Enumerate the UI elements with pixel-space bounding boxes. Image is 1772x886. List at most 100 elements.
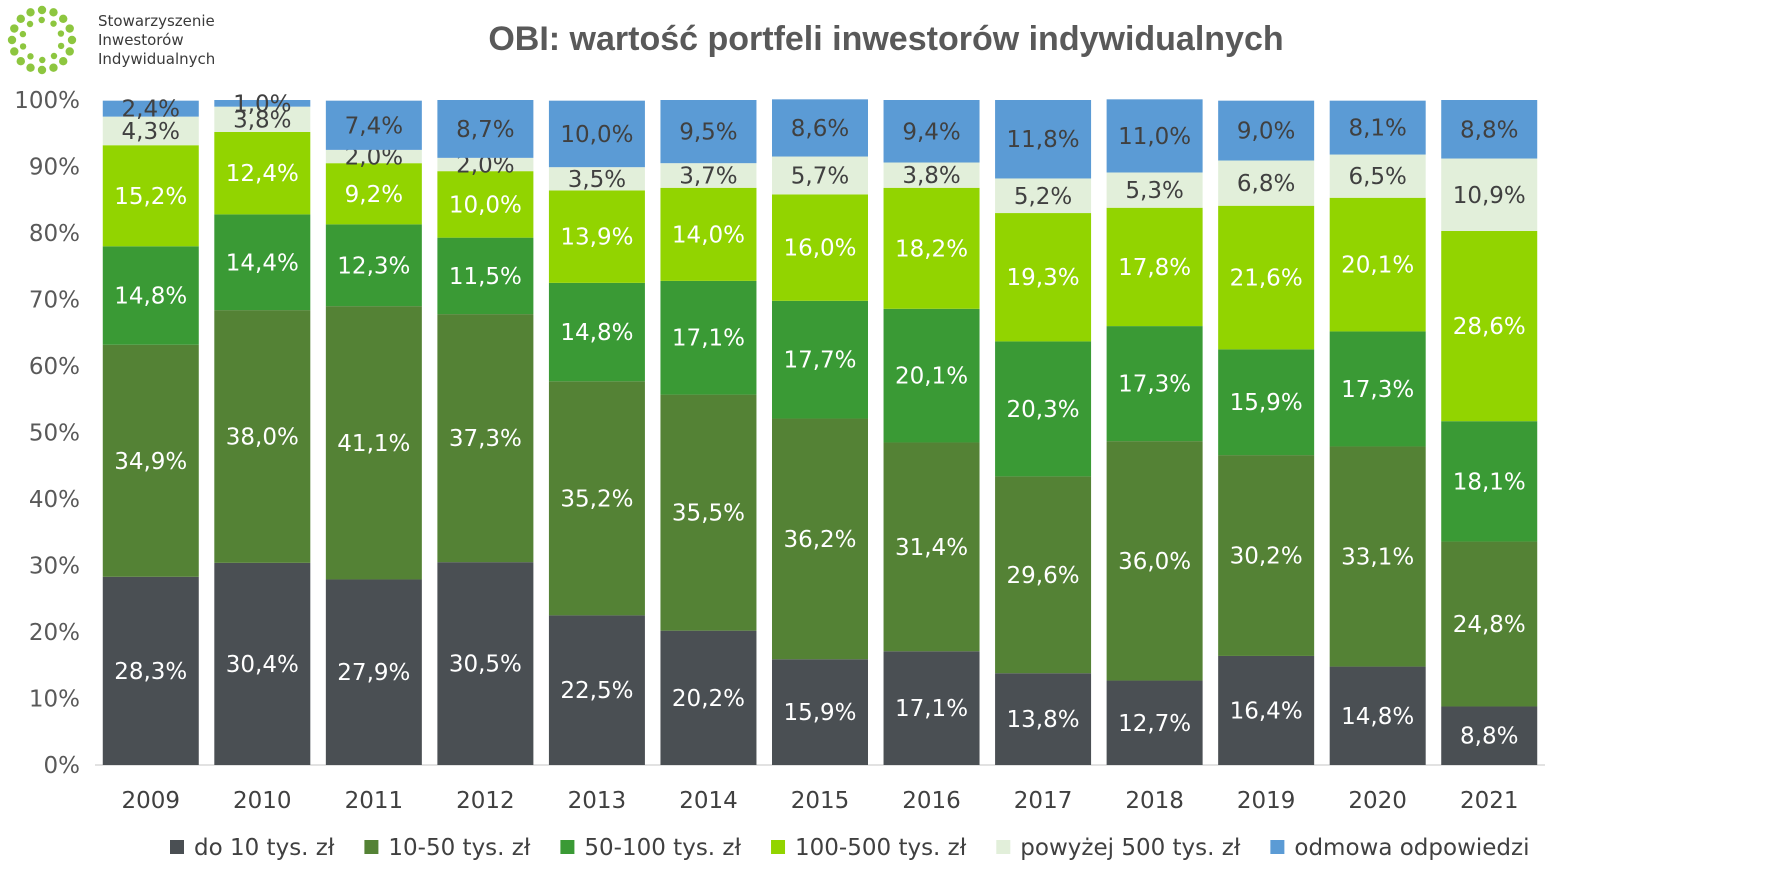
data-label: 14,8% [1341,704,1414,730]
data-label: 36,2% [783,527,856,553]
bar-segment [102,576,199,765]
data-label: 35,5% [672,501,745,527]
logo-dot [65,24,74,33]
data-label: 29,6% [1007,563,1080,589]
data-label: 11,0% [1118,124,1191,150]
bar-segment [1218,100,1315,161]
logo-dot [49,8,58,17]
x-tick-label: 2018 [1125,788,1184,814]
logo-text-line-2: Inwestorów [98,31,184,49]
data-label: 9,2% [345,182,403,208]
x-tick-label: 2015 [791,788,850,814]
bar-segment [1218,655,1315,765]
bar-segment [1106,441,1203,681]
data-label: 13,8% [1007,707,1080,733]
bar-segment [1106,326,1203,442]
bar-segment [1106,680,1203,765]
logo [7,5,77,75]
data-label: 35,2% [560,486,633,512]
x-tick-label: 2009 [121,788,180,814]
data-label: 5,2% [1014,184,1072,210]
bar-segment [1329,197,1426,332]
data-label: 38,0% [226,424,299,450]
data-label: 14,0% [672,222,745,248]
bar-segment [1218,160,1315,206]
logo-dot [59,57,68,66]
bar-segment [995,476,1092,674]
data-label: 20,1% [1341,253,1414,279]
bar-segment [1329,331,1426,447]
data-label: 21,6% [1230,266,1303,292]
data-label: 14,8% [114,284,187,310]
data-label: 1,0% [233,91,291,117]
bar-segment [214,562,311,765]
bar-segment [437,100,534,158]
logo-dot [7,35,17,45]
data-label: 19,3% [1007,265,1080,291]
bar-segment [660,187,757,281]
data-label: 30,4% [226,652,299,678]
data-label: 14,8% [560,320,633,346]
bar-segment [102,145,199,247]
bar-segment [883,442,980,652]
x-tick-label: 2011 [345,788,404,814]
y-tick-label: 70% [29,288,80,314]
bar-segment [214,106,311,132]
bar-segment [548,282,645,382]
data-label: 27,9% [337,660,410,686]
data-label: 17,8% [1118,255,1191,281]
bar-segment [1441,421,1538,542]
data-label: 9,4% [902,119,960,145]
logo-dot [38,16,45,24]
logo-dot [57,30,65,37]
bar-segment [1441,158,1538,232]
data-label: 3,5% [568,167,626,193]
bar-segment [214,310,311,563]
x-tick-label: 2012 [456,788,515,814]
bar-segment [437,562,534,765]
logo-dot [26,8,35,17]
data-label: 4,3% [122,119,180,145]
data-label: 17,3% [1341,377,1414,403]
x-tick-label: 2010 [233,788,292,814]
x-tick-label: 2016 [902,788,961,814]
data-label: 5,7% [791,163,849,189]
bar-segment [883,162,980,188]
logo-dot [16,57,25,66]
data-label: 11,5% [449,264,522,290]
logo-dot [39,56,46,64]
legend-swatch [170,840,184,854]
bar-segment [102,116,199,146]
data-label: 8,8% [1460,117,1518,143]
data-label: 37,3% [449,426,522,452]
data-label: 3,7% [679,163,737,189]
x-tick-label: 2021 [1460,788,1519,814]
data-label: 33,1% [1341,545,1414,571]
data-label: 5,3% [1125,178,1183,204]
logo-dot [16,14,25,23]
bar-segment [548,190,645,283]
logo-dot [67,35,77,45]
data-label: 20,1% [895,364,968,390]
bar-segment [437,171,534,238]
data-label: 28,6% [1453,314,1526,340]
legend-label: powyżej 500 tys. zł [1020,835,1241,861]
bar-segment [1329,666,1426,765]
bar-segment [1329,154,1426,198]
x-tick-label: 2013 [568,788,627,814]
bar-segment [214,100,311,107]
logo-dot [57,42,65,50]
bar-segment [995,178,1092,214]
bar-segment [437,157,534,172]
data-label: 8,6% [791,116,849,142]
logo-dot [10,24,19,33]
bar-segment [660,630,757,765]
x-tick-label: 2019 [1237,788,1296,814]
logo-dot [10,47,19,56]
bar-segment [995,673,1092,765]
y-tick-label: 100% [14,88,80,114]
data-label: 20,2% [672,686,745,712]
bar-segment [1218,455,1315,656]
y-tick-label: 10% [29,687,80,713]
